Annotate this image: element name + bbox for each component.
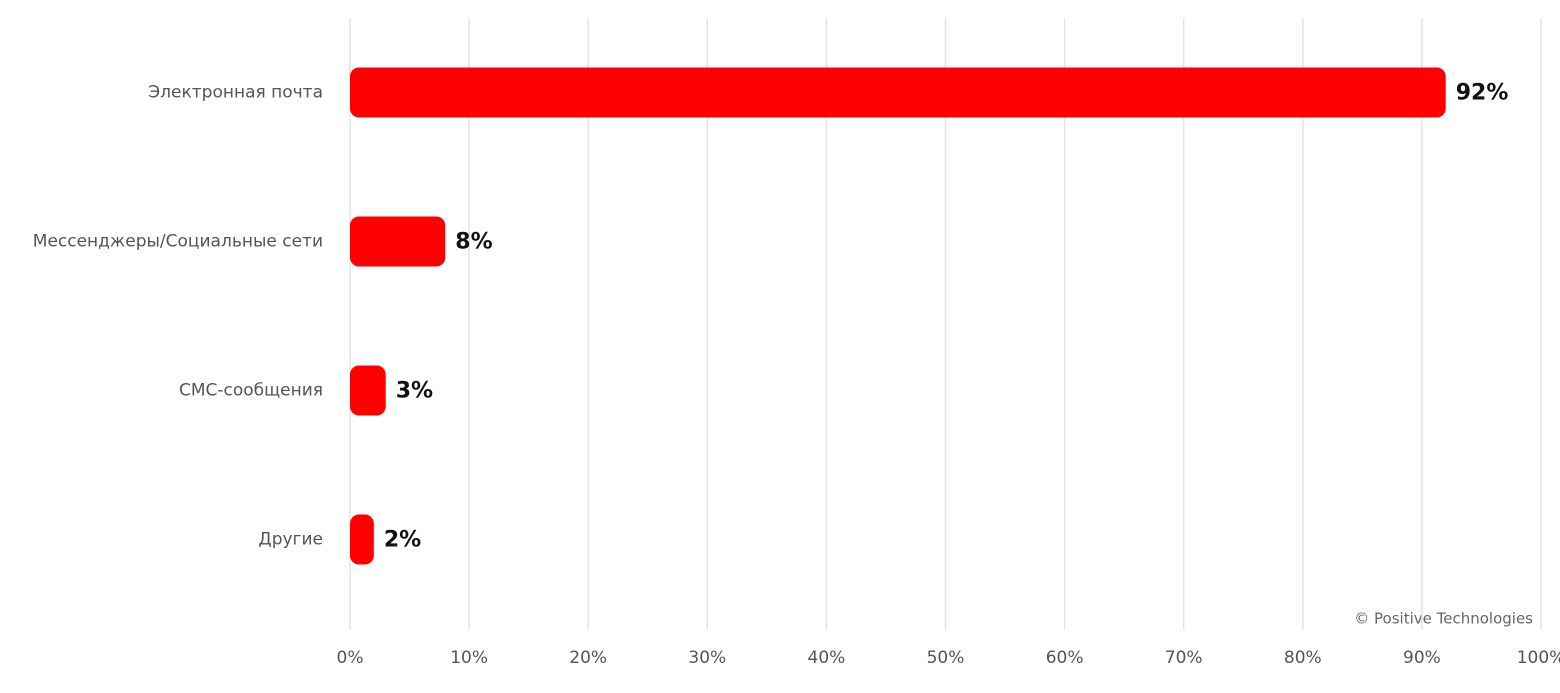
category-label: Мессенджеры/Социальные сети — [33, 232, 323, 252]
x-tick-label: 0% — [337, 648, 364, 668]
x-tick-label: 30% — [688, 648, 726, 668]
x-tick-label: 50% — [927, 648, 965, 668]
category-label: Другие — [258, 530, 323, 550]
x-tick-label: 60% — [1046, 648, 1084, 668]
x-tick-label: 100% — [1517, 648, 1560, 668]
x-tick-label: 20% — [569, 648, 607, 668]
category-label: СМС-сообщения — [179, 381, 323, 401]
value-label: 8% — [455, 230, 492, 255]
value-label: 92% — [1456, 81, 1509, 106]
x-tick-label: 10% — [450, 648, 488, 668]
x-tick-label: 70% — [1165, 648, 1203, 668]
x-tick-label: 80% — [1284, 648, 1322, 668]
bar — [350, 514, 374, 565]
bar — [350, 216, 446, 267]
bar — [350, 67, 1446, 118]
credit: © Positive Technologies — [1354, 610, 1533, 628]
value-label: 2% — [384, 528, 421, 553]
x-tick-label: 40% — [808, 648, 846, 668]
category-label: Электронная почта — [148, 83, 323, 103]
x-tick-label: 90% — [1403, 648, 1441, 668]
bar — [350, 365, 386, 416]
value-label: 3% — [396, 379, 433, 404]
